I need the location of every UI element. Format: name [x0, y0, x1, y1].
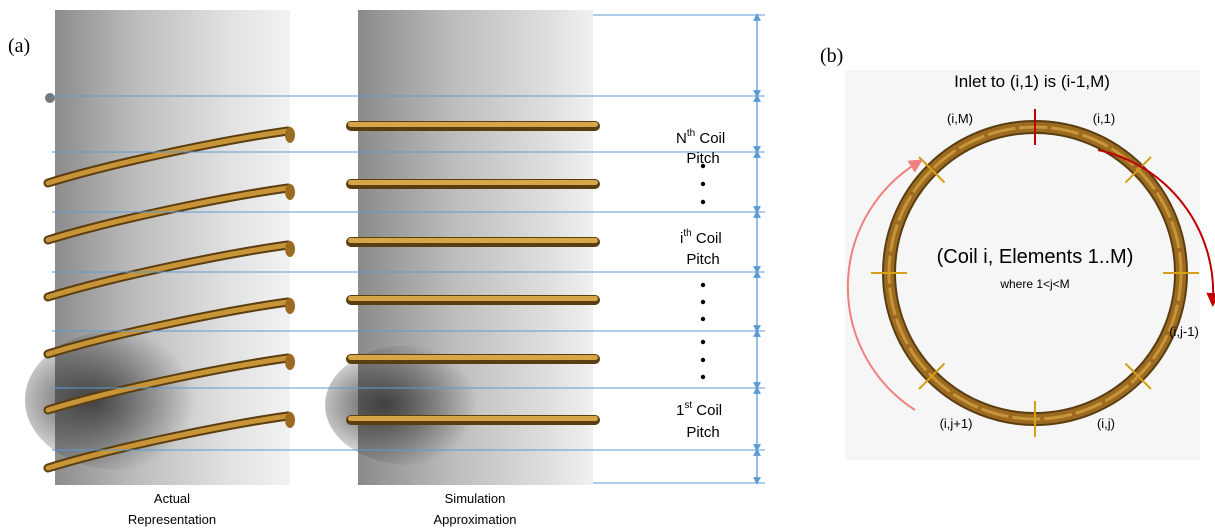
- element-boundary-ticks: [871, 109, 1199, 437]
- helix-turn-highlight: [45, 242, 291, 300]
- ellipsis-dot: [700, 181, 706, 187]
- svg-text:ith Coil: ith Coil: [680, 228, 722, 247]
- ellipsis-dot: [700, 163, 706, 169]
- helix-turn-edge: [285, 127, 295, 143]
- coil-ring-segment-highlight: [348, 416, 598, 421]
- ellipsis-dot: [700, 357, 706, 363]
- helix-turn-highlight: [45, 413, 291, 471]
- svg-text:Pitch: Pitch: [686, 150, 719, 167]
- helix-turn-edge: [285, 241, 295, 257]
- panel-b-label: (b): [820, 45, 843, 67]
- panel-b-background: [845, 70, 1200, 460]
- nth-coil-pitch-label: Nth Coil Pitch: [676, 128, 725, 167]
- coil-ring-segment-highlight: [348, 180, 598, 185]
- element-tick: [918, 362, 946, 390]
- label-i-1: (i,1): [1093, 111, 1115, 126]
- label-i-j-plus-1: (i,j+1): [940, 416, 973, 431]
- element-tick: [1124, 362, 1152, 390]
- discrete-coil-rings: [346, 121, 600, 425]
- coil-ring-segment-highlight: [348, 355, 598, 360]
- ellipsis-dot: [700, 282, 706, 288]
- label-i-j: (i,j): [1097, 416, 1115, 431]
- helix-turn-highlight: [45, 185, 291, 243]
- ellipsis-dot: [700, 374, 706, 380]
- helix-turn-edge: [285, 184, 295, 200]
- center-subtitle: where 1<j<M: [999, 277, 1069, 291]
- pitch-dimension-lines: [52, 13, 765, 485]
- coil-ring-segment-highlight: [348, 296, 598, 301]
- svg-text:Pitch: Pitch: [686, 251, 719, 268]
- simulation-caption-line1: Simulation: [445, 491, 506, 506]
- actual-caption-line2: Representation: [128, 512, 216, 527]
- coil-ring-segment-highlight: [348, 122, 598, 127]
- flow-arrow-left: [846, 159, 923, 411]
- svg-text:1st Coil: 1st Coil: [676, 400, 722, 419]
- ellipsis-dots: [700, 163, 706, 380]
- label-i-j-minus-1: (i,j-1): [1169, 324, 1199, 339]
- inlet-text: Inlet to (i,1) is (i-1,M): [954, 72, 1110, 91]
- simulation-caption-line2: Approximation: [433, 512, 516, 527]
- actual-caption-line1: Actual: [154, 491, 190, 506]
- helix-turn-highlight: [45, 355, 291, 413]
- ellipsis-dot: [700, 299, 706, 305]
- helix-turn-edge: [285, 412, 295, 428]
- ith-coil-pitch-label: ith Coil Pitch: [680, 228, 722, 268]
- ellipsis-dot: [700, 199, 706, 205]
- ellipsis-dot: [700, 316, 706, 322]
- simulation-cylinder: [325, 10, 593, 485]
- element-tick: [918, 156, 946, 184]
- helix-turn-edge: [285, 354, 295, 370]
- first-coil-pitch-label: 1st Coil Pitch: [676, 400, 722, 441]
- center-title: (Coil i, Elements 1..M): [937, 246, 1134, 268]
- flow-arrow-right: [1097, 149, 1215, 307]
- coil-ring-segment-highlight: [348, 238, 598, 243]
- element-tick: [1124, 156, 1152, 184]
- ellipsis-dot: [700, 339, 706, 345]
- svg-text:Pitch: Pitch: [686, 424, 719, 441]
- helical-coil: [43, 126, 295, 473]
- label-i-M: (i,M): [947, 111, 973, 126]
- helix-turn-edge: [285, 298, 295, 314]
- panel-a-label: (a): [8, 35, 30, 57]
- helix-turn-highlight: [45, 299, 291, 357]
- svg-text:Nth Coil: Nth Coil: [676, 128, 725, 147]
